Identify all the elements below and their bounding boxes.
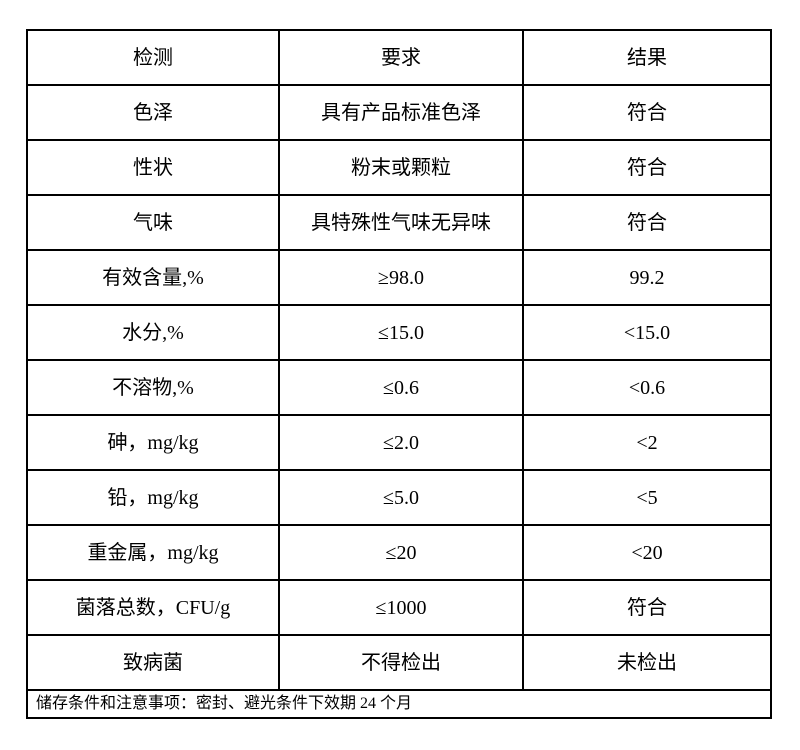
result-cell: 符合 [522, 194, 772, 251]
result-cell: 符合 [522, 84, 772, 141]
test-item-cell: 铅，mg/kg [26, 469, 280, 526]
table-row-total-plate-count: 菌落总数，CFU/g ≤1000 符合 [26, 579, 772, 636]
table-row-insolubles: 不溶物,% ≤0.6 <0.6 [26, 359, 772, 416]
result-cell: <2 [522, 414, 772, 471]
test-item-cell: 色泽 [26, 84, 280, 141]
result-cell: <5 [522, 469, 772, 526]
test-item-cell: 重金属，mg/kg [26, 524, 280, 581]
test-item-cell: 砷，mg/kg [26, 414, 280, 471]
result-cell: 99.2 [522, 249, 772, 306]
requirement-cell: 粉末或颗粒 [278, 139, 524, 196]
inspection-spec-table-container: 检测 要求 结果 色泽 具有产品标准色泽 符合 性状 粉末或颗粒 符合 气味 [26, 29, 772, 719]
table-row-pathogens: 致病菌 不得检出 未检出 [26, 634, 772, 691]
test-item-cell: 水分,% [26, 304, 280, 361]
table-row-lead: 铅，mg/kg ≤5.0 <5 [26, 469, 772, 526]
requirement-cell: ≤5.0 [278, 469, 524, 526]
requirement-cell: ≤20 [278, 524, 524, 581]
test-item-cell: 不溶物,% [26, 359, 280, 416]
table-footer-row: 储存条件和注意事项：密封、避光条件下效期 24 个月 [26, 689, 772, 719]
table-row-heavy-metals: 重金属，mg/kg ≤20 <20 [26, 524, 772, 581]
header-requirement: 要求 [278, 29, 524, 86]
result-cell: 符合 [522, 139, 772, 196]
header-test-item: 检测 [26, 29, 280, 86]
test-item-cell: 气味 [26, 194, 280, 251]
requirement-cell: ≤2.0 [278, 414, 524, 471]
table-row-color: 色泽 具有产品标准色泽 符合 [26, 84, 772, 141]
storage-conditions-note: 储存条件和注意事项：密封、避光条件下效期 24 个月 [26, 689, 772, 719]
header-result: 结果 [522, 29, 772, 86]
result-cell: 未检出 [522, 634, 772, 691]
requirement-cell: 不得检出 [278, 634, 524, 691]
table-row-odor: 气味 具特殊性气味无异味 符合 [26, 194, 772, 251]
requirement-cell: ≥98.0 [278, 249, 524, 306]
requirement-cell: ≤0.6 [278, 359, 524, 416]
result-cell: <0.6 [522, 359, 772, 416]
table-row-moisture: 水分,% ≤15.0 <15.0 [26, 304, 772, 361]
table-row-assay: 有效含量,% ≥98.0 99.2 [26, 249, 772, 306]
table-row-appearance: 性状 粉末或颗粒 符合 [26, 139, 772, 196]
requirement-cell: ≤1000 [278, 579, 524, 636]
test-item-cell: 菌落总数，CFU/g [26, 579, 280, 636]
test-item-cell: 性状 [26, 139, 280, 196]
requirement-cell: 具特殊性气味无异味 [278, 194, 524, 251]
table-row-arsenic: 砷，mg/kg ≤2.0 <2 [26, 414, 772, 471]
requirement-cell: ≤15.0 [278, 304, 524, 361]
result-cell: <20 [522, 524, 772, 581]
test-item-cell: 有效含量,% [26, 249, 280, 306]
result-cell: <15.0 [522, 304, 772, 361]
requirement-cell: 具有产品标准色泽 [278, 84, 524, 141]
test-item-cell: 致病菌 [26, 634, 280, 691]
inspection-spec-table: 检测 要求 结果 色泽 具有产品标准色泽 符合 性状 粉末或颗粒 符合 气味 [26, 29, 772, 719]
table-header-row: 检测 要求 结果 [26, 29, 772, 86]
result-cell: 符合 [522, 579, 772, 636]
